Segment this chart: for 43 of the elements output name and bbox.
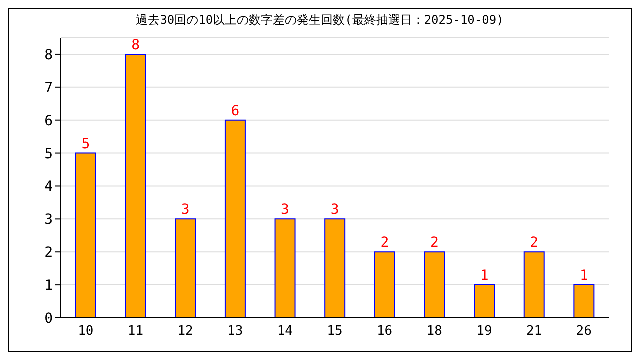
data-label: 5 bbox=[82, 136, 90, 152]
data-label: 2 bbox=[430, 235, 439, 252]
data-label: 3 bbox=[330, 202, 340, 218]
bar bbox=[125, 54, 146, 318]
x-tick-label: 10 bbox=[78, 324, 94, 340]
y-tick-label: 0 bbox=[44, 310, 53, 327]
x-tick-label: 14 bbox=[277, 324, 294, 340]
x-tick-label: 13 bbox=[228, 324, 244, 340]
x-tick-label: 16 bbox=[376, 324, 393, 340]
x-tick-label: 19 bbox=[476, 324, 492, 340]
y-tick-label: 8 bbox=[44, 47, 53, 64]
bar bbox=[474, 284, 496, 318]
bar bbox=[224, 120, 246, 318]
x-tick-label: 12 bbox=[178, 324, 194, 340]
chart-title: 過去30回の10以上の数字差の発生回数(最終抽選日：2025-10-09) bbox=[135, 12, 505, 28]
bar bbox=[524, 252, 545, 318]
y-tick-label: 3 bbox=[44, 212, 53, 228]
x-tick-label: 21 bbox=[526, 324, 542, 340]
y-tick-label: 6 bbox=[44, 113, 53, 130]
bar bbox=[424, 252, 446, 318]
y-tick-label: 5 bbox=[44, 146, 53, 162]
data-label: 6 bbox=[231, 103, 240, 120]
data-label: 3 bbox=[181, 202, 190, 218]
y-tick-label: 2 bbox=[44, 245, 53, 262]
bar bbox=[175, 218, 196, 318]
y-tick-label: 4 bbox=[44, 179, 53, 196]
data-label: 8 bbox=[132, 37, 140, 54]
x-tick-label: 26 bbox=[576, 324, 592, 340]
data-label: 3 bbox=[281, 202, 290, 218]
bar bbox=[324, 218, 346, 318]
bar bbox=[374, 252, 396, 318]
data-label: 1 bbox=[580, 268, 588, 284]
y-tick-label: 1 bbox=[44, 278, 53, 294]
x-tick-label: 15 bbox=[327, 324, 343, 340]
x-tick-label: 11 bbox=[128, 324, 144, 340]
x-tick-label: 18 bbox=[426, 324, 442, 340]
bar bbox=[274, 218, 296, 318]
data-label: 2 bbox=[380, 235, 390, 252]
data-label: 2 bbox=[530, 235, 539, 252]
bar bbox=[76, 152, 96, 318]
data-label: 1 bbox=[480, 268, 489, 284]
bar bbox=[574, 284, 595, 318]
y-tick-label: 7 bbox=[44, 80, 53, 96]
